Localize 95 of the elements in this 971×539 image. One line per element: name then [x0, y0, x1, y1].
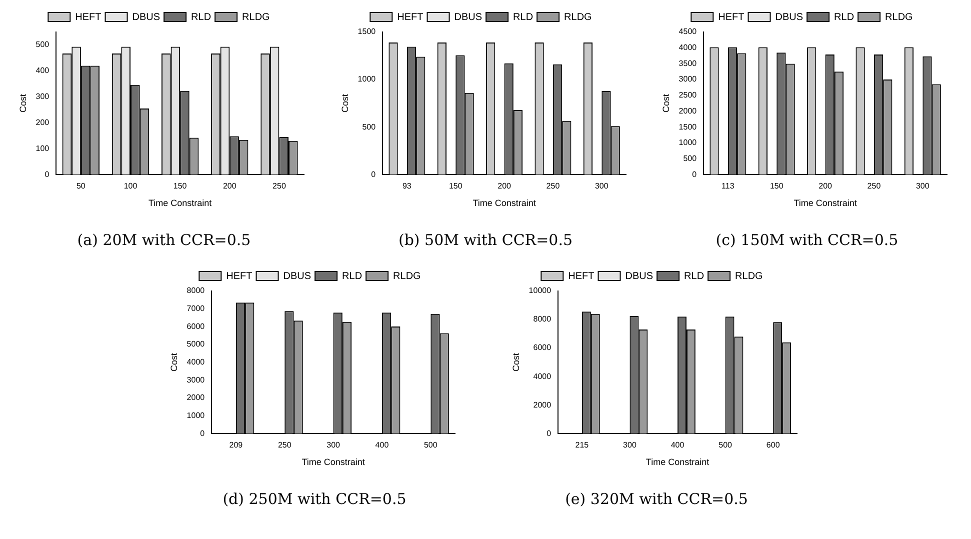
y-tick-label: 0 [692, 170, 698, 179]
x-tick-label: 400 [670, 440, 684, 450]
x-tick-label: 250 [272, 182, 286, 191]
x-tick-label: 215 [574, 440, 589, 450]
x-tick-label: 150 [770, 182, 784, 191]
y-tick-label: 3000 [186, 375, 205, 384]
legend-label: RLDG [885, 12, 914, 23]
x-tick-label: 300 [326, 440, 340, 450]
x-axis-title: Time Constraint [794, 198, 858, 208]
legend-label: HEFT [568, 270, 594, 282]
x-tick-label: 250 [867, 182, 882, 191]
y-tick-label: 1000 [186, 410, 205, 420]
x-tick-label: 250 [277, 440, 292, 450]
y-tick-label: 5000 [186, 340, 205, 349]
x-tick-label: 300 [622, 440, 636, 450]
legend-label: RLD [834, 12, 854, 23]
x-tick-label: 209 [228, 440, 243, 450]
y-axis-title: Cost [339, 94, 350, 113]
y-tick-label: 500 [683, 154, 698, 163]
y-tick-label: 6000 [532, 343, 552, 352]
y-tick-label: 4000 [532, 372, 552, 381]
legend-label: DBUS [775, 12, 804, 23]
y-axis-title: Cost [510, 352, 520, 372]
y-axis-title: Cost [18, 94, 28, 113]
y-tick-label: 4000 [186, 358, 205, 367]
legend-label: RLD [512, 12, 533, 23]
y-tick-label: 8000 [532, 314, 552, 324]
y-tick-label: 0 [370, 170, 376, 179]
x-tick-label: 100 [124, 182, 138, 191]
text: (a) 20M with CCR=0.5 [77, 231, 251, 249]
legend-label: RLDG [564, 12, 592, 23]
legend-label: RLDG [242, 12, 270, 23]
x-tick-label: 93 [402, 182, 412, 191]
x-tick-label: 113 [722, 182, 735, 191]
legend-label: RLD [191, 12, 212, 23]
y-tick-label: 500 [36, 40, 50, 50]
x-tick-label: 600 [766, 440, 780, 450]
x-axis-title: Time Constraint [301, 457, 365, 468]
x-axis-title: Time Constraint [472, 198, 536, 208]
y-axis-title: Cost [660, 94, 671, 113]
legend-label: RLD [684, 270, 704, 282]
x-tick-label: 250 [546, 182, 560, 191]
y-tick-label: 4000 [678, 43, 698, 52]
x-tick-label: 200 [497, 182, 512, 191]
y-tick-label: 500 [362, 122, 376, 132]
y-axis-title: Cost [168, 352, 178, 372]
legend-label: DBUS [282, 270, 311, 282]
y-tick-label: 0 [200, 428, 205, 438]
legend-label: RLDG [734, 270, 763, 282]
y-tick-label: 200 [36, 118, 50, 127]
y-tick-label: 0 [546, 428, 552, 438]
legend-label: HEFT [75, 12, 102, 23]
legend-label: RLD [342, 270, 362, 282]
y-tick-label: 3000 [678, 74, 698, 84]
x-tick-label: 50 [76, 182, 86, 191]
y-tick-label: 1000 [678, 138, 698, 148]
x-tick-label: 300 [916, 182, 930, 191]
y-tick-label: 7000 [186, 304, 205, 314]
y-tick-label: 300 [36, 92, 50, 102]
x-tick-label: 200 [222, 182, 237, 191]
x-axis-title: Time Constraint [148, 198, 212, 208]
x-tick-label: 500 [423, 440, 438, 450]
x-tick-label: 200 [818, 182, 833, 191]
legend-label: HEFT [396, 12, 423, 23]
y-tick-label: 0 [44, 170, 50, 179]
legend-label: DBUS [454, 12, 482, 23]
text: (c) 150M with CCR=0.5 [716, 231, 898, 249]
y-tick-label: 10000 [528, 286, 552, 296]
x-tick-label: 500 [718, 440, 732, 450]
x-tick-label: 150 [173, 182, 188, 191]
text: (e) 320M with CCR=0.5 [565, 490, 748, 508]
y-tick-label: 2000 [678, 106, 698, 116]
y-tick-label: 2000 [186, 393, 205, 402]
y-tick-label: 2500 [678, 90, 698, 100]
y-tick-label: 8000 [186, 286, 205, 296]
legend-label: RLDG [392, 270, 421, 282]
x-tick-label: 150 [448, 182, 462, 191]
y-tick-label: 1500 [357, 27, 376, 36]
x-tick-label: 400 [374, 440, 389, 450]
y-tick-label: 4500 [678, 27, 698, 36]
y-tick-label: 2000 [532, 400, 552, 410]
legend-label: HEFT [718, 12, 744, 23]
legend-label: DBUS [624, 270, 653, 282]
y-tick-label: 400 [36, 66, 50, 76]
x-axis-title: Time Constraint [645, 457, 710, 468]
y-tick-label: 1000 [357, 74, 376, 84]
y-tick-label: 6000 [186, 322, 205, 331]
y-tick-label: 100 [36, 144, 50, 153]
text: (b) 50M with CCR=0.5 [398, 231, 573, 249]
y-tick-label: 1500 [678, 122, 698, 132]
y-tick-label: 3500 [678, 58, 698, 68]
legend-label: HEFT [226, 270, 252, 282]
legend-label: DBUS [132, 12, 160, 23]
x-tick-label: 300 [594, 182, 608, 191]
text: (d) 250M with CCR=0.5 [222, 490, 406, 508]
